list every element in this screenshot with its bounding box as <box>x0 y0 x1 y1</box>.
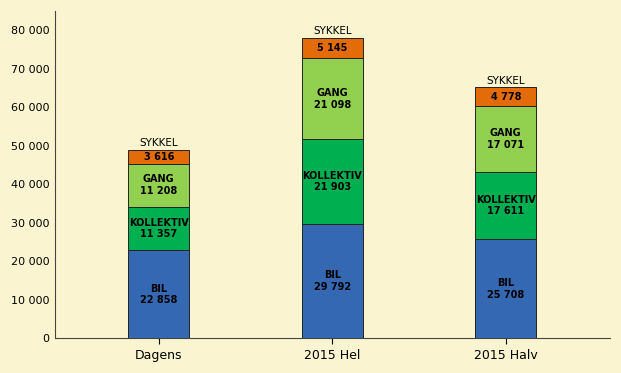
Text: SYKKEL: SYKKEL <box>486 76 525 85</box>
Text: KOLLEKTIV
21 903: KOLLEKTIV 21 903 <box>302 171 362 192</box>
Bar <box>302 58 363 140</box>
Text: 4 778: 4 778 <box>491 92 521 102</box>
Bar <box>129 150 189 163</box>
Bar <box>302 38 363 58</box>
Text: KOLLEKTIV
11 357: KOLLEKTIV 11 357 <box>129 218 189 239</box>
Text: GANG
21 098: GANG 21 098 <box>314 88 351 110</box>
Bar <box>302 140 363 224</box>
Bar <box>476 239 536 338</box>
Text: SYKKEL: SYKKEL <box>139 138 178 148</box>
Bar <box>129 163 189 207</box>
Text: 3 616: 3 616 <box>143 151 174 162</box>
Bar <box>302 224 363 338</box>
Bar <box>129 207 189 250</box>
Text: BIL
22 858: BIL 22 858 <box>140 283 178 305</box>
Text: SYKKEL: SYKKEL <box>313 26 351 37</box>
Text: 5 145: 5 145 <box>317 43 347 53</box>
Bar <box>476 88 536 106</box>
Text: BIL
29 792: BIL 29 792 <box>314 270 351 292</box>
Text: GANG
17 071: GANG 17 071 <box>487 128 524 150</box>
Text: KOLLEKTIV
17 611: KOLLEKTIV 17 611 <box>476 195 536 216</box>
Text: BIL
25 708: BIL 25 708 <box>487 278 524 300</box>
Bar <box>476 106 536 172</box>
Text: GANG
11 208: GANG 11 208 <box>140 174 178 196</box>
Bar <box>476 172 536 239</box>
Bar <box>129 250 189 338</box>
